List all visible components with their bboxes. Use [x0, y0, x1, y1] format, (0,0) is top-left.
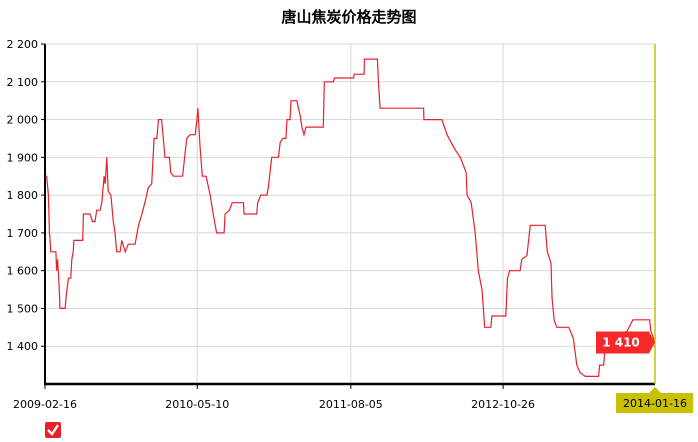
series-toggle-checkbox[interactable]	[45, 422, 61, 438]
grid	[45, 43, 655, 384]
y-tick-label: 1 800	[7, 189, 39, 202]
y-tick-label: 1 400	[7, 340, 39, 353]
x-tick-label: 2010-05-10	[165, 398, 229, 411]
x-axis: 2009-02-16 2010-05-10 2011-08-05 2012-10-26	[13, 382, 655, 411]
y-tick-label: 2 100	[7, 76, 39, 89]
tooltip-value: 1 410	[602, 335, 640, 349]
date-flag-label: 2014-01-16	[623, 397, 687, 410]
chart-title: 唐山焦炭价格走势图	[281, 8, 417, 26]
y-tick-label: 1 700	[7, 227, 39, 240]
series-line	[45, 58, 656, 377]
y-tick-label: 2 000	[7, 114, 39, 127]
value-tooltip: 1 410	[596, 331, 655, 354]
y-tick-label: 1 900	[7, 151, 39, 164]
date-flag-box	[616, 387, 693, 413]
y-tick-label: 2 200	[7, 38, 39, 51]
tooltip-box	[596, 331, 655, 354]
crosshair-date-label: 2014-01-16	[616, 387, 693, 413]
x-tick-label: 2012-10-26	[471, 398, 535, 411]
checkmark-icon	[47, 424, 59, 436]
y-tick-label: 1 500	[7, 302, 39, 315]
x-tick-label: 2009-02-16	[13, 398, 77, 411]
y-tick-label: 1 600	[7, 265, 39, 278]
y-axis: 1 400 1 500 1 600 1 700 1 800 1 900 2 000 2 100…	[7, 38, 46, 385]
x-tick-label: 2011-08-05	[319, 398, 383, 411]
